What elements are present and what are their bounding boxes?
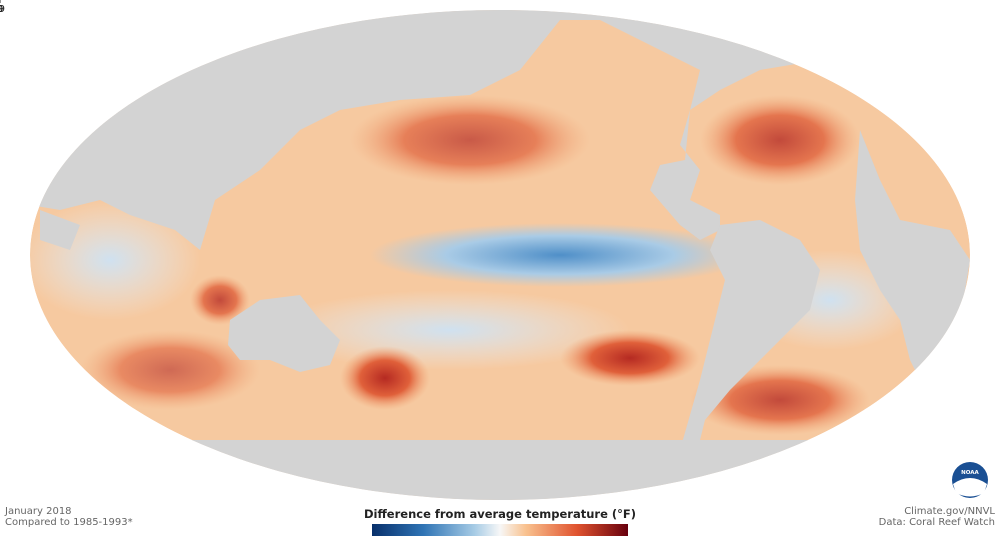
globe xyxy=(30,10,970,500)
anomaly-la-nina xyxy=(370,223,750,287)
anomaly-warm xyxy=(700,95,860,185)
arctic xyxy=(30,10,970,20)
color-bar-ticks: -909 xyxy=(0,0,5,15)
australia xyxy=(228,295,340,372)
logo-gull xyxy=(953,478,987,497)
anomaly-warm xyxy=(190,275,250,325)
noaa-logo: NOAA xyxy=(952,462,988,498)
anomaly-cool xyxy=(270,290,630,370)
tick-label: 9 xyxy=(0,4,3,15)
credit-source: Climate.gov/NNVL xyxy=(904,506,995,517)
color-bar xyxy=(372,524,628,536)
india xyxy=(40,210,80,250)
africa xyxy=(855,130,970,380)
anomaly-warm xyxy=(340,346,430,410)
tick-label: -9 xyxy=(0,4,5,15)
legend-title: Difference from average temperature (°F) xyxy=(364,507,636,521)
caption-baseline: Compared to 1985-1993* xyxy=(5,517,133,528)
anomaly-warm xyxy=(350,95,590,185)
anomaly-warm xyxy=(80,330,260,410)
logo-text: NOAA xyxy=(961,470,979,476)
caption-date: January 2018 xyxy=(4,506,72,517)
credit-data: Data: Coral Reef Watch xyxy=(879,517,995,528)
south-america xyxy=(680,220,820,470)
tick-label: 0 xyxy=(0,4,3,15)
anomaly-warm xyxy=(560,330,700,386)
